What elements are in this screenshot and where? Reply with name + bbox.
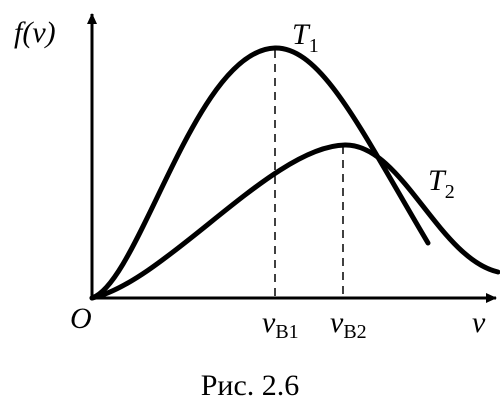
curve-label: T1 <box>292 18 319 57</box>
origin-label: O <box>70 302 92 335</box>
x-axis-label: v <box>472 306 486 339</box>
marker-label: vB2 <box>330 306 367 343</box>
curve-label: T2 <box>428 164 455 203</box>
y-axis-label: f(v) <box>14 16 56 49</box>
marker-label: vB1 <box>262 306 299 343</box>
caption: Рис. 2.6 <box>201 369 300 402</box>
curve-t1 <box>89 45 431 301</box>
curve-t2 <box>89 142 500 301</box>
